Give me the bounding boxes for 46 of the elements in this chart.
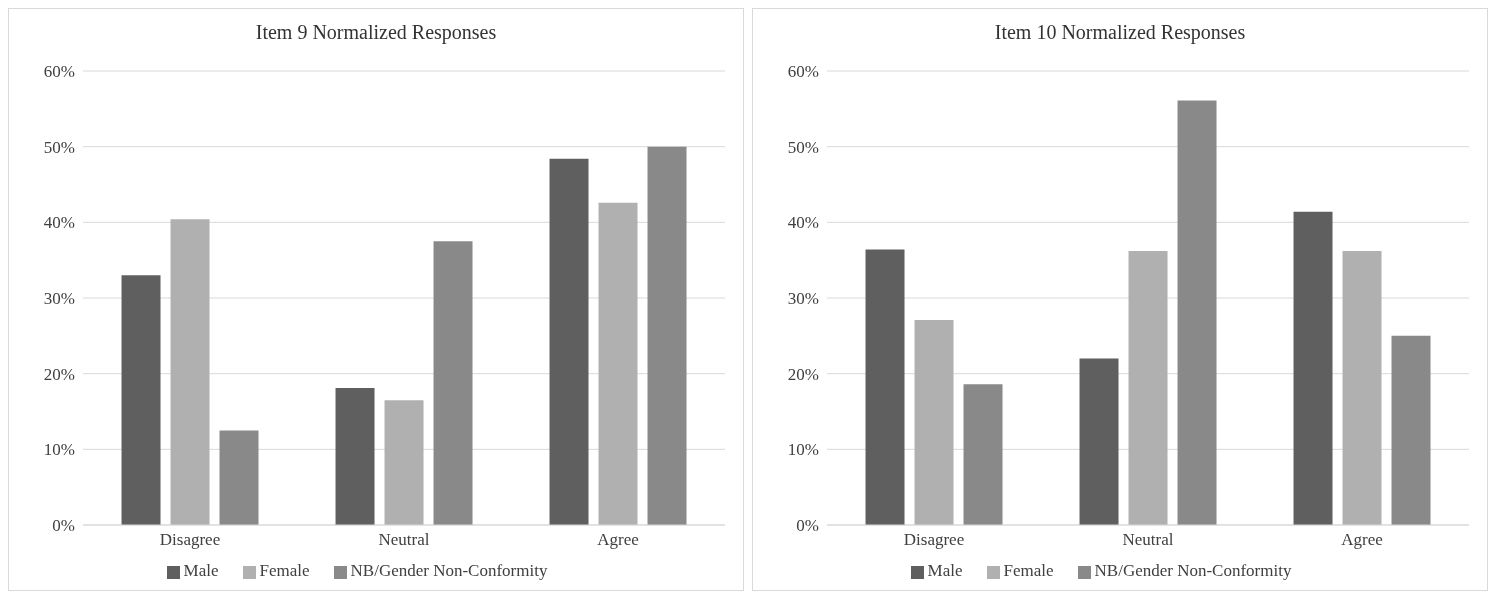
y-tick-label: 40%	[43, 213, 75, 233]
bar	[1079, 358, 1119, 525]
bar	[963, 384, 1003, 525]
bar	[1293, 211, 1333, 525]
x-tick-label: Neutral	[378, 530, 430, 550]
y-tick-label: 60%	[43, 62, 75, 82]
bar	[549, 158, 589, 525]
legend-label: Female	[1003, 561, 1054, 580]
x-tick-label: Disagree	[903, 530, 965, 550]
x-tick-label: Disagree	[159, 530, 221, 550]
y-tick-label: 50%	[787, 137, 819, 157]
legend-label: NB/Gender Non-Conformity	[1094, 561, 1292, 580]
y-tick-label: 0%	[796, 516, 819, 536]
bar	[865, 249, 905, 525]
y-tick-label: 10%	[787, 440, 819, 460]
x-tick-label: Neutral	[1122, 530, 1174, 550]
y-tick-label: 10%	[43, 440, 75, 460]
bar	[1177, 100, 1217, 525]
bar	[335, 388, 375, 525]
y-tick-label: 20%	[43, 364, 75, 384]
y-tick-label: 60%	[787, 62, 819, 82]
bar	[647, 146, 687, 525]
bar	[1391, 335, 1431, 525]
y-tick-label: 30%	[787, 289, 819, 309]
y-tick-label: 30%	[43, 289, 75, 309]
bar	[170, 219, 210, 525]
chart-title: Item 9 Normalized Responses	[254, 20, 498, 46]
legend-label: Male	[927, 561, 963, 580]
bar	[219, 430, 259, 525]
bar	[121, 275, 161, 525]
y-tick-label: 0%	[52, 516, 75, 536]
bar	[598, 202, 638, 525]
bar	[384, 400, 424, 525]
legend-label: Male	[183, 561, 219, 580]
bar	[1342, 251, 1382, 525]
x-tick-label: Agree	[597, 530, 639, 550]
bar	[914, 319, 954, 525]
legend-label: NB/Gender Non-Conformity	[350, 561, 548, 580]
bar	[1128, 251, 1168, 525]
y-tick-label: 40%	[787, 213, 819, 233]
bar	[433, 241, 473, 525]
y-tick-label: 20%	[787, 364, 819, 384]
x-tick-label: Agree	[1341, 530, 1383, 550]
legend-label: Female	[259, 561, 310, 580]
y-tick-label: 50%	[43, 137, 75, 157]
chart-title: Item 10 Normalized Responses	[993, 20, 1247, 46]
